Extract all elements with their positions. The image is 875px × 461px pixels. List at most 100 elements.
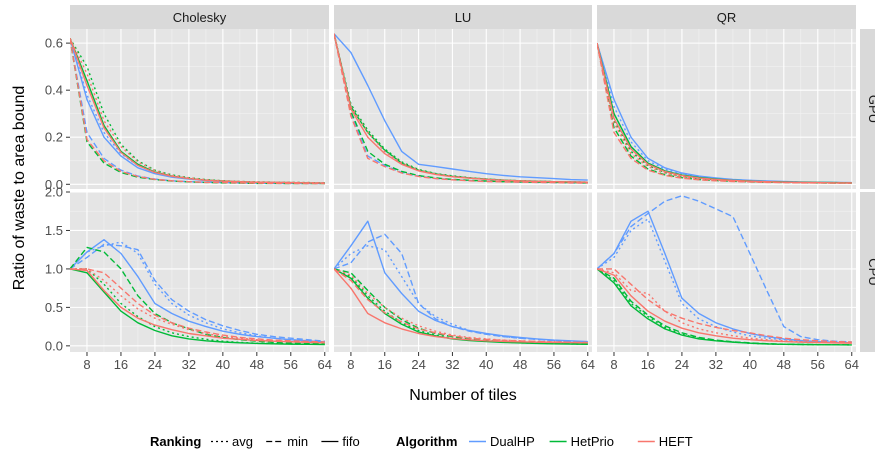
panel-background	[334, 29, 592, 189]
y-tick-label: 1.0	[45, 261, 63, 276]
x-tick-label: 8	[347, 357, 354, 372]
column-strip-label: LU	[455, 10, 472, 25]
series-group	[70, 238, 325, 346]
column-strip	[334, 5, 592, 29]
series-line-heft-avg	[597, 268, 852, 344]
series-line-heft-fifo	[597, 268, 852, 344]
series-line-hetprio-fifo	[70, 268, 325, 346]
x-tick-label: 48	[513, 357, 527, 372]
x-tick-label: 24	[148, 357, 162, 372]
x-tick-label: 40	[743, 357, 757, 372]
legend: Ranking avg min fifo Algorithm DualHP HetPrio H…	[150, 434, 693, 449]
row-strip-label: CPU	[866, 258, 875, 285]
panel-background	[597, 29, 856, 189]
y-axis-title: Ratio of waste to area bound	[11, 86, 28, 291]
panel-cholesky-cpu	[70, 191, 329, 352]
series-line-hetprio-avg	[334, 268, 588, 345]
y-tick-label: 0.5	[45, 300, 63, 315]
x-tick-label: 16	[641, 357, 655, 372]
series-group	[334, 220, 588, 345]
axes: 0.0 0.2 0.4 0.6 0.0 0.5 1.0 1.5 2.0 8 16 24 32 40 48 56…	[45, 36, 859, 372]
series-line-heft-min	[597, 42, 852, 184]
series-group	[597, 42, 852, 184]
x-tick-label: 40	[216, 357, 230, 372]
panel-lu-cpu	[334, 191, 592, 352]
panel-qr-gpu	[597, 29, 856, 189]
y-tick-label: 0.2	[45, 130, 63, 145]
facet-strips: Cholesky LU QR GPU CPU	[70, 5, 875, 352]
row-strip	[860, 192, 875, 352]
x-tick-label: 24	[411, 357, 425, 372]
series-line-dualhp-min	[70, 243, 325, 342]
y-tick-label: 0.4	[45, 83, 63, 98]
panel-cholesky-gpu	[70, 29, 329, 189]
series-group	[334, 33, 588, 184]
column-strip-label: QR	[717, 10, 737, 25]
column-strip	[597, 5, 856, 29]
legend-label-dualhp: DualHP	[490, 434, 535, 449]
series-line-dualhp-fifo	[70, 238, 325, 343]
series-line-heft-min	[334, 33, 588, 184]
x-tick-label: 32	[709, 357, 723, 372]
series-line-dualhp-min	[597, 195, 852, 343]
column-strip	[70, 5, 329, 29]
legend-label-min: min	[287, 434, 308, 449]
x-tick-label: 56	[547, 357, 561, 372]
legend-label-fifo: fifo	[342, 434, 359, 449]
series-line-hetprio-min	[334, 268, 588, 345]
x-tick-label: 56	[811, 357, 825, 372]
series-line-heft-fifo	[70, 38, 325, 184]
series-line-heft-min	[70, 268, 325, 343]
x-tick-label: 24	[675, 357, 689, 372]
panel-lu-gpu	[334, 29, 592, 189]
legend-title-algorithm: Algorithm	[396, 434, 457, 449]
x-tick-label: 64	[581, 357, 595, 372]
y-tick-label: 0.0	[45, 338, 63, 353]
legend-title-ranking: Ranking	[150, 434, 201, 449]
row-strip	[860, 29, 875, 189]
y-tick-label: 0.6	[45, 36, 63, 51]
panel-background	[597, 192, 856, 352]
x-tick-label: 48	[250, 357, 264, 372]
series-line-dualhp-avg	[70, 241, 325, 343]
series-group	[597, 195, 852, 346]
x-tick-label: 64	[845, 357, 859, 372]
series-group	[70, 38, 325, 185]
x-tick-label: 8	[610, 357, 617, 372]
panel-qr-cpu	[597, 191, 856, 352]
panel-background	[334, 192, 592, 352]
series-line-dualhp-fifo	[334, 220, 588, 343]
series-line-hetprio-avg	[70, 38, 325, 184]
x-axis-title: Number of tiles	[409, 387, 517, 404]
series-line-heft-fifo	[70, 268, 325, 344]
series-line-dualhp-fifo	[334, 33, 588, 181]
panel-background	[70, 192, 329, 352]
x-tick-label: 16	[114, 357, 128, 372]
y-tick-label: 0.0	[45, 177, 63, 192]
x-tick-label: 16	[378, 357, 392, 372]
series-line-hetprio-fifo	[597, 268, 852, 346]
panels	[70, 29, 856, 352]
x-tick-label: 32	[445, 357, 459, 372]
column-strip-label: Cholesky	[173, 10, 227, 25]
series-line-heft-fifo	[334, 33, 588, 183]
x-tick-label: 56	[284, 357, 298, 372]
series-line-heft-min	[334, 268, 588, 344]
series-line-heft-avg	[334, 268, 588, 344]
series-line-heft-min	[597, 268, 852, 343]
x-tick-label: 48	[777, 357, 791, 372]
series-line-heft-min	[70, 38, 325, 185]
legend-label-hetprio: HetPrio	[571, 434, 614, 449]
panel-background	[70, 29, 329, 189]
series-line-dualhp-fifo	[597, 210, 852, 344]
x-tick-label: 64	[318, 357, 332, 372]
y-tick-label: 1.5	[45, 223, 63, 238]
legend-label-avg: avg	[232, 434, 253, 449]
series-line-heft-fifo	[597, 42, 852, 184]
legend-label-heft: HEFT	[659, 434, 693, 449]
series-line-heft-fifo	[334, 268, 588, 344]
x-tick-label: 32	[182, 357, 196, 372]
x-tick-label: 40	[479, 357, 493, 372]
x-tick-label: 8	[83, 357, 90, 372]
